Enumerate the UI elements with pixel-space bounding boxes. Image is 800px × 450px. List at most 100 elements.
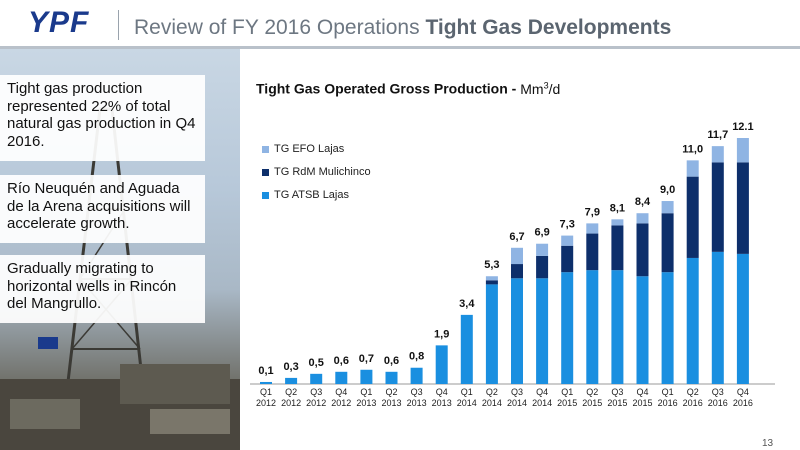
total-label-q4-2016: 12.1 [732, 121, 753, 133]
total-label-q3-2015: 8,1 [610, 202, 625, 214]
total-label-q1-2012: 0,1 [258, 365, 273, 377]
bar-segment-tg-atsb-lajas-q1-2014 [460, 314, 473, 384]
bar-segment-tg-rdm-mulichinco-q2-2015 [586, 233, 599, 271]
x-tick-quarter-0: Q1 [260, 387, 272, 397]
page-title-bold: Tight Gas Developments [425, 16, 672, 39]
total-label-q2-2013: 0,6 [384, 355, 399, 367]
highlight-text-box-1: Tight gas production represented 22% of … [0, 75, 205, 161]
x-tick-year-17: 2016 [683, 398, 703, 408]
x-tick-quarter-7: Q4 [436, 387, 448, 397]
x-tick-year-5: 2013 [381, 398, 401, 408]
x-tick-year-8: 2014 [457, 398, 477, 408]
oil-rig-illustration [0, 107, 240, 450]
bar-segment-tg-atsb-lajas-q1-2013 [360, 369, 373, 384]
bar-segment-tg-rdm-mulichinco-q1-2015 [561, 245, 574, 273]
bar-segment-tg-efo-lajas-q3-2014 [511, 247, 523, 265]
bar-segment-tg-rdm-mulichinco-q1-2016 [661, 213, 674, 273]
bar-segment-tg-rdm-mulichinco-q3-2014 [511, 264, 523, 279]
bar-segment-tg-atsb-lajas-q3-2014 [511, 278, 523, 384]
bar-segment-tg-atsb-lajas-q2-2014 [485, 284, 498, 384]
bar-segment-tg-atsb-lajas-q4-2015 [636, 276, 649, 384]
x-tick-year-13: 2015 [582, 398, 602, 408]
bar-segment-tg-atsb-lajas-q3-2012 [310, 373, 323, 384]
bar-segment-tg-atsb-lajas-q1-2016 [661, 272, 674, 384]
page-title: Review of FY 2016 Operations Tight Gas D… [134, 16, 671, 40]
x-tick-year-6: 2013 [407, 398, 427, 408]
chart-title: Tight Gas Operated Gross Production - Mm… [256, 80, 560, 97]
bar-segment-tg-atsb-lajas-q1-2012 [260, 381, 272, 384]
ypf-logo: YPF [28, 6, 90, 39]
legend-label-rdm-mulichinco: TG RdM Mulichinco [274, 166, 371, 178]
x-tick-year-14: 2015 [607, 398, 627, 408]
chart-title-text: Tight Gas Operated Gross Production - [256, 80, 521, 97]
total-label-q4-2012: 0,6 [334, 355, 349, 367]
bar-segment-tg-rdm-mulichinco-q4-2015 [636, 223, 649, 277]
stacked-bar-chart: 0,1Q120120,3Q220120,5Q320120,6Q420120,7Q… [250, 121, 775, 408]
x-tick-year-15: 2015 [632, 398, 652, 408]
highlight-text-box-2: Río Neuquén and Aguada de la Arena acqui… [0, 175, 205, 243]
bar-segment-tg-rdm-mulichinco-q3-2016 [711, 162, 724, 252]
highlight-text-box-3: Gradually migrating to horizontal wells … [0, 255, 205, 323]
x-tick-year-19: 2016 [733, 398, 753, 408]
bar-segment-tg-rdm-mulichinco-q2-2014 [485, 280, 498, 285]
legend-item-efo-lajas: TG EFO Lajas [262, 143, 344, 155]
bar-segment-tg-atsb-lajas-q3-2013 [410, 367, 423, 384]
total-label-q2-2012: 0,3 [283, 361, 298, 373]
bar-segment-tg-atsb-lajas-q2-2016 [686, 257, 699, 384]
x-tick-year-18: 2016 [708, 398, 728, 408]
legend-label-atsb-lajas: TG ATSB Lajas [274, 189, 349, 201]
x-tick-quarter-4: Q1 [360, 387, 372, 397]
x-tick-year-9: 2014 [482, 398, 502, 408]
legend-swatch-rdm-mulichinco [262, 168, 269, 176]
x-tick-year-1: 2012 [281, 398, 301, 408]
x-tick-year-7: 2013 [432, 398, 452, 408]
bar-segment-tg-efo-lajas-q2-2016 [686, 160, 699, 177]
x-tick-quarter-19: Q4 [737, 387, 749, 397]
x-tick-quarter-5: Q2 [385, 387, 397, 397]
total-label-q1-2015: 7,3 [560, 219, 575, 231]
bar-segment-tg-efo-lajas-q4-2016 [736, 138, 749, 163]
chart-unit: Mm3/d [520, 80, 561, 97]
bar-segment-tg-atsb-lajas-q1-2015 [561, 272, 574, 384]
x-tick-quarter-6: Q3 [411, 387, 423, 397]
bar-segment-tg-efo-lajas-q1-2015 [561, 235, 574, 246]
total-label-q1-2013: 0,7 [359, 353, 374, 365]
bar-segment-tg-rdm-mulichinco-q4-2014 [536, 255, 549, 279]
bar-segment-tg-rdm-mulichinco-q2-2016 [686, 176, 699, 258]
x-tick-quarter-2: Q3 [310, 387, 322, 397]
x-tick-year-0: 2012 [256, 398, 276, 408]
x-tick-quarter-12: Q1 [561, 387, 573, 397]
legend-label-efo-lajas: TG EFO Lajas [274, 143, 345, 155]
bar-segment-tg-efo-lajas-q3-2015 [611, 219, 624, 226]
total-label-q1-2016: 9,0 [660, 184, 675, 196]
x-tick-quarter-14: Q3 [611, 387, 623, 397]
bar-segment-tg-atsb-lajas-q3-2015 [611, 270, 624, 384]
bar-segment-tg-rdm-mulichinco-q4-2016 [736, 162, 749, 254]
total-label-q3-2012: 0,5 [309, 357, 324, 369]
total-label-q4-2013: 1,9 [434, 328, 449, 340]
bar-segment-tg-atsb-lajas-q2-2013 [385, 371, 398, 384]
bar-segment-tg-atsb-lajas-q2-2012 [285, 377, 298, 384]
total-label-q3-2016: 11,7 [707, 129, 728, 141]
bar-segment-tg-efo-lajas-q3-2016 [711, 146, 724, 163]
total-label-q4-2014: 6,9 [534, 227, 549, 239]
total-label-q2-2015: 7,9 [585, 206, 600, 218]
x-tick-quarter-15: Q4 [636, 387, 648, 397]
bar-segment-tg-efo-lajas-q4-2014 [536, 243, 549, 256]
page-title-prefix: Review of FY 2016 Operations [134, 16, 426, 39]
bar-segment-tg-atsb-lajas-q4-2016 [736, 253, 749, 384]
x-tick-quarter-11: Q4 [536, 387, 548, 397]
x-tick-year-4: 2013 [356, 398, 376, 408]
bar-segment-tg-atsb-lajas-q4-2013 [435, 345, 448, 384]
x-tick-quarter-3: Q4 [335, 387, 347, 397]
x-tick-quarter-13: Q2 [586, 387, 598, 397]
x-tick-quarter-9: Q2 [486, 387, 498, 397]
page-number: 13 [762, 438, 774, 449]
total-label-q4-2015: 8,4 [635, 196, 651, 208]
x-tick-quarter-10: Q3 [511, 387, 523, 397]
legend-item-atsb-lajas: TG ATSB Lajas [262, 189, 349, 201]
total-label-q3-2013: 0,8 [409, 351, 424, 363]
bar-segment-tg-efo-lajas-q2-2014 [485, 276, 498, 281]
x-tick-year-3: 2012 [331, 398, 351, 408]
x-tick-quarter-8: Q1 [461, 387, 473, 397]
